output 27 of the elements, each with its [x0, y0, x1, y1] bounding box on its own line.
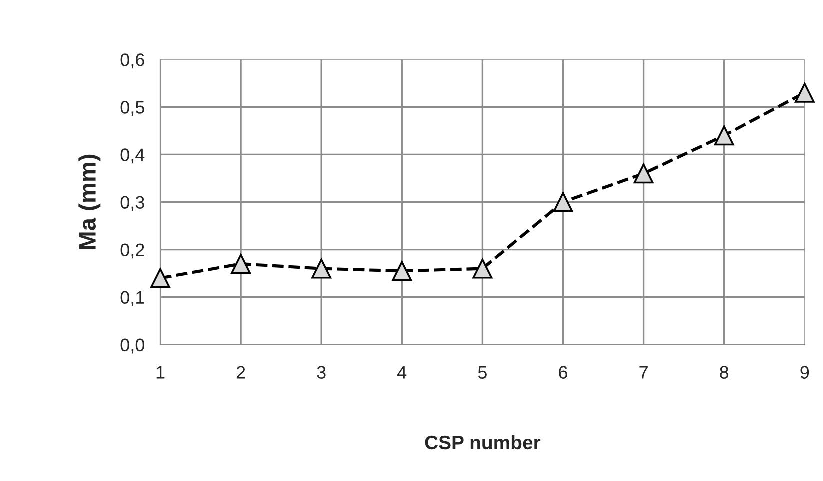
x-tick-label: 3 [317, 366, 326, 379]
x-tick-label: 7 [640, 366, 648, 379]
y-tick-label: 0,0 [120, 338, 145, 354]
point [472, 258, 493, 279]
y-axis-title: Ma (mm) [78, 154, 101, 250]
x-tick-label: 6 [559, 366, 568, 379]
point [392, 261, 412, 282]
point [553, 192, 574, 212]
y-tick-label: 0,6 [120, 54, 144, 68]
y-tick-label: 0,2 [120, 244, 144, 259]
point [634, 164, 654, 184]
x-tick-label: 4 [398, 366, 407, 379]
x-tick-label: 5 [478, 366, 487, 379]
point [231, 254, 251, 274]
point [714, 126, 734, 146]
y-tick-label: 0,5 [120, 101, 144, 116]
x-tick-label: 2 [236, 366, 246, 379]
y-tick-label: 0,3 [120, 196, 144, 212]
y-tick-label: 0,4 [120, 148, 145, 164]
point [150, 268, 170, 288]
point [312, 258, 332, 279]
x-axis-title: CSP number [425, 435, 541, 450]
x-tick-label: 1 [156, 366, 165, 379]
x-tick-label: 9 [800, 366, 810, 379]
x-tick-label: 8 [720, 366, 729, 379]
point [794, 82, 815, 103]
y-tick-label: 0,1 [120, 291, 144, 306]
